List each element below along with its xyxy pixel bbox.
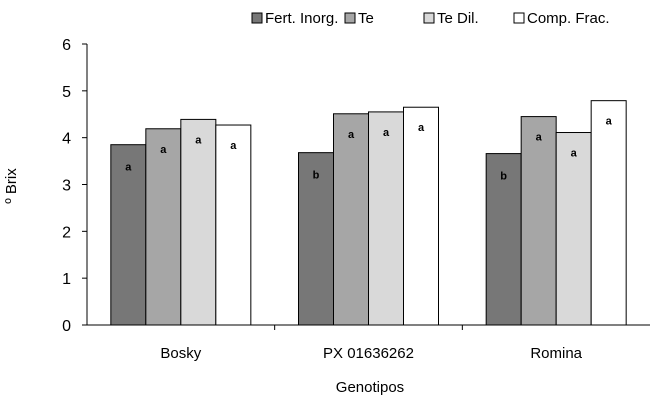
bar-data-label: a xyxy=(571,148,578,160)
legend: Fert. Inorg. Te Te Dil. Comp. Frac. xyxy=(251,10,610,27)
bar xyxy=(520,116,557,326)
bar-data-label: a xyxy=(418,122,425,134)
legend-entry: Te Dil. xyxy=(437,10,479,27)
bar xyxy=(180,118,217,326)
y-tick-label: 2 xyxy=(62,224,71,241)
bar-data-label: a xyxy=(383,127,390,139)
bar xyxy=(333,113,369,326)
legend-swatch xyxy=(251,12,263,24)
bar-data-label: a xyxy=(230,140,237,152)
bar xyxy=(590,100,627,326)
y-tick-label: 1 xyxy=(62,271,71,288)
legend-swatch xyxy=(344,12,356,24)
bar-data-label: a xyxy=(348,129,355,141)
y-tick-label: 4 xyxy=(62,131,71,148)
legend-entry: Comp. Frac. xyxy=(527,10,610,27)
bar xyxy=(110,144,147,326)
y-tick-label: 3 xyxy=(62,178,71,195)
bar-labels: a a a a b a a a b a a a xyxy=(125,116,612,183)
x-axis-title: Genotipos xyxy=(336,379,404,396)
legend-swatch xyxy=(513,12,525,24)
category-label: Romina xyxy=(530,345,582,362)
bar-data-label: a xyxy=(606,116,613,128)
bar xyxy=(485,153,522,326)
bar xyxy=(555,132,592,326)
category-label: PX 01636262 xyxy=(323,345,414,362)
legend-swatch xyxy=(423,12,435,24)
bar-data-label: a xyxy=(195,134,202,146)
y-tick-label: 6 xyxy=(62,37,71,54)
bar xyxy=(403,106,439,326)
bar-data-label: b xyxy=(313,170,320,182)
category-labels: Bosky PX 01636262 Romina xyxy=(160,345,582,362)
y-tick-label: 5 xyxy=(62,84,71,101)
y-tick-label: 0 xyxy=(62,318,71,335)
bar xyxy=(215,124,252,326)
bar-data-label: a xyxy=(536,132,543,144)
y-axis-title: º Brix xyxy=(3,168,20,204)
axes xyxy=(82,43,650,330)
y-tick-labels: 0 1 2 3 4 5 6 xyxy=(62,37,71,335)
legend-entry: Fert. Inorg. xyxy=(265,10,338,27)
bars xyxy=(110,100,627,326)
bar xyxy=(145,128,182,326)
legend-entry: Te xyxy=(358,10,374,27)
category-label: Bosky xyxy=(160,345,201,362)
bar-data-label: a xyxy=(160,144,167,156)
bar xyxy=(368,111,404,326)
bar-data-label: b xyxy=(500,171,507,183)
bar xyxy=(298,152,334,326)
bar-data-label: a xyxy=(125,162,132,174)
